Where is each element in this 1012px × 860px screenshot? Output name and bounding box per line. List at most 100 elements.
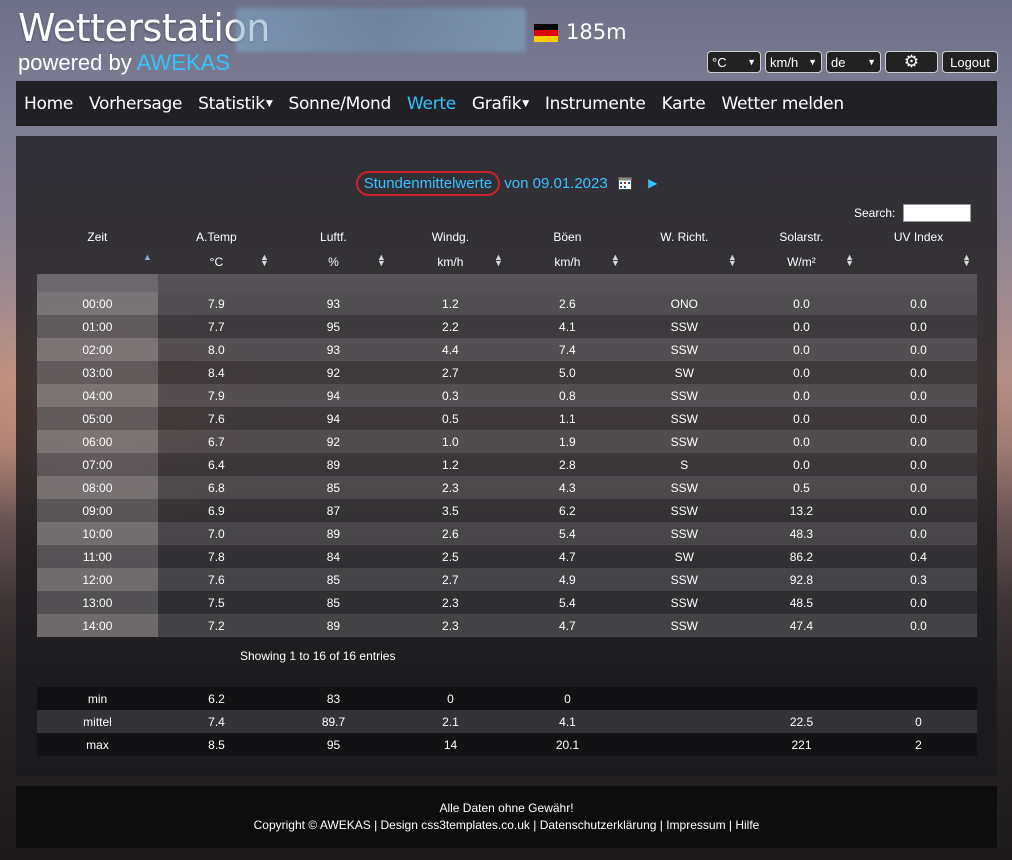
wind-unit-select[interactable]: km/h ▼ xyxy=(765,51,822,73)
main-nav: Home Vorhersage Statistik▼ Sonne/Mond We… xyxy=(16,81,997,126)
calendar-icon[interactable] xyxy=(617,177,632,194)
table-cell: 8.4 xyxy=(157,361,275,384)
sort-both-icon: ▲ ▼ xyxy=(610,252,620,268)
col-unit-windg[interactable]: km/h ▲ ▼ xyxy=(392,249,509,274)
table-cell: 0.5 xyxy=(391,407,509,430)
table-cell: 0.0 xyxy=(860,407,977,430)
summary-cell: 6.2 xyxy=(158,687,275,710)
view-selector[interactable]: Stundenmittelwerte xyxy=(355,171,501,196)
table-cell: 7.4 xyxy=(508,338,626,361)
col-unit-richt[interactable]: ▲ ▼ xyxy=(626,249,743,274)
language-select[interactable]: de ▼ xyxy=(826,51,881,73)
table-row: 03:00 8.4 92 2.7 5.0 SW 0.0 0.0 xyxy=(37,361,977,384)
table-cell: 2.3 xyxy=(391,476,509,499)
table-cell: 2.3 xyxy=(391,591,509,614)
table-cell: 4.3 xyxy=(508,476,626,499)
summary-cell: 8.5 xyxy=(158,733,275,756)
table-cell: 7.5 xyxy=(157,591,275,614)
table-cell: 0.0 xyxy=(860,361,977,384)
col-header-windg[interactable]: Windg. xyxy=(431,229,470,244)
table-cell: 02:00 xyxy=(37,338,158,361)
redacted-station-name xyxy=(236,8,526,52)
language-value: de xyxy=(831,54,846,70)
wind-unit-value: km/h xyxy=(770,54,799,70)
spacer-cell xyxy=(37,274,158,292)
col-header-richt[interactable]: W. Richt. xyxy=(660,229,709,244)
col-unit-zeit[interactable]: ▲ xyxy=(37,249,158,274)
table-cell: 5.4 xyxy=(508,522,626,545)
table-cell: 7.6 xyxy=(157,568,275,591)
table-cell: 05:00 xyxy=(37,407,158,430)
nav-home[interactable]: Home xyxy=(24,93,74,114)
col-header-zeit[interactable]: Zeit xyxy=(87,229,108,244)
nav-statistik[interactable]: Statistik▼ xyxy=(190,94,280,114)
next-day-arrow-icon[interactable]: ▶ xyxy=(648,176,658,190)
table-cell: 0.0 xyxy=(860,292,977,315)
table-cell: 86.2 xyxy=(742,545,861,568)
settings-button[interactable]: ⚙ xyxy=(885,51,938,73)
col-header-luftf[interactable]: Luftf. xyxy=(320,229,347,244)
table-cell: ONO xyxy=(625,292,743,315)
temperature-unit-select[interactable]: °C ▼ xyxy=(707,51,761,73)
table-cell: 0.8 xyxy=(508,384,626,407)
summary-cell: max xyxy=(37,733,158,756)
summary-cell xyxy=(626,710,743,733)
station-altitude: 185m xyxy=(566,20,627,44)
awekas-brand-link[interactable]: AWEKAS xyxy=(136,50,230,75)
col-header-temp[interactable]: A.Temp xyxy=(196,229,237,244)
gear-icon: ⚙ xyxy=(903,52,920,71)
col-header-boeen[interactable]: Böen xyxy=(553,229,582,244)
powered-by: powered by AWEKAS xyxy=(18,50,230,76)
table-cell: 6.4 xyxy=(157,453,275,476)
table-cell: 0.0 xyxy=(742,361,861,384)
table-cell: 7.7 xyxy=(157,315,275,338)
table-cell: 92 xyxy=(274,361,392,384)
logout-button[interactable]: Logout xyxy=(942,51,998,73)
table-cell: SW xyxy=(625,361,743,384)
table-cell: SSW xyxy=(625,407,743,430)
table-cell: 92 xyxy=(274,430,392,453)
table-body: 00:00 7.9 93 1.2 2.6 ONO 0.0 0.0 01:00 7.7 95 2.2 4.… xyxy=(37,274,977,637)
search-input[interactable] xyxy=(903,204,971,222)
selected-date: 09.01.2023 xyxy=(532,175,608,192)
caret-down-icon: ▼ xyxy=(265,98,273,109)
table-row: 02:00 8.0 93 4.4 7.4 SSW 0.0 0.0 xyxy=(37,338,977,361)
footer-links[interactable]: Copyright © AWEKAS | Design css3template… xyxy=(253,818,760,832)
spacer-cell xyxy=(742,274,861,292)
nav-sonne-mond[interactable]: Sonne/Mond xyxy=(288,93,392,114)
table-row: 04:00 7.9 94 0.3 0.8 SSW 0.0 0.0 xyxy=(37,384,977,407)
col-unit-uv[interactable]: ▲ ▼ xyxy=(860,249,977,274)
nav-karte[interactable]: Karte xyxy=(661,93,706,114)
nav-werte[interactable]: Werte xyxy=(407,93,456,114)
table-cell: 08:00 xyxy=(37,476,158,499)
col-unit-luftf[interactable]: % ▲ ▼ xyxy=(275,249,392,274)
summary-cell: 95 xyxy=(275,733,392,756)
table-cell: 0.0 xyxy=(742,338,861,361)
nav-wetter-melden[interactable]: Wetter melden xyxy=(721,93,844,114)
unit-label: km/h xyxy=(437,254,464,269)
nav-instrumente[interactable]: Instrumente xyxy=(544,93,646,114)
table-cell: 3.5 xyxy=(391,499,509,522)
table-cell: SSW xyxy=(625,499,743,522)
col-unit-temp[interactable]: °C ▲ ▼ xyxy=(158,249,275,274)
col-header-solar[interactable]: Solarstr. xyxy=(779,229,824,244)
summary-cell: 83 xyxy=(275,687,392,710)
powered-by-prefix: powered by xyxy=(18,50,132,75)
table-cell: 14:00 xyxy=(37,614,158,637)
table-cell: 09:00 xyxy=(37,499,158,522)
spacer-cell xyxy=(508,274,626,292)
spacer-cell xyxy=(391,274,509,292)
table-cell: 0.3 xyxy=(860,568,977,591)
table-cell: 4.7 xyxy=(508,614,626,637)
col-unit-solar[interactable]: W/m² ▲ ▼ xyxy=(743,249,860,274)
nav-vorhersage[interactable]: Vorhersage xyxy=(89,93,183,114)
col-header-uv[interactable]: UV Index xyxy=(893,229,944,244)
temperature-unit-value: °C xyxy=(712,54,727,70)
nav-grafik[interactable]: Grafik▼ xyxy=(464,94,537,114)
summary-cell: 2 xyxy=(860,733,977,756)
table-cell: 89 xyxy=(274,453,392,476)
col-unit-boeen[interactable]: km/h ▲ ▼ xyxy=(509,249,626,274)
table-cell: 0.3 xyxy=(391,384,509,407)
sort-both-icon: ▲ ▼ xyxy=(376,252,386,268)
table-cell: 2.5 xyxy=(391,545,509,568)
